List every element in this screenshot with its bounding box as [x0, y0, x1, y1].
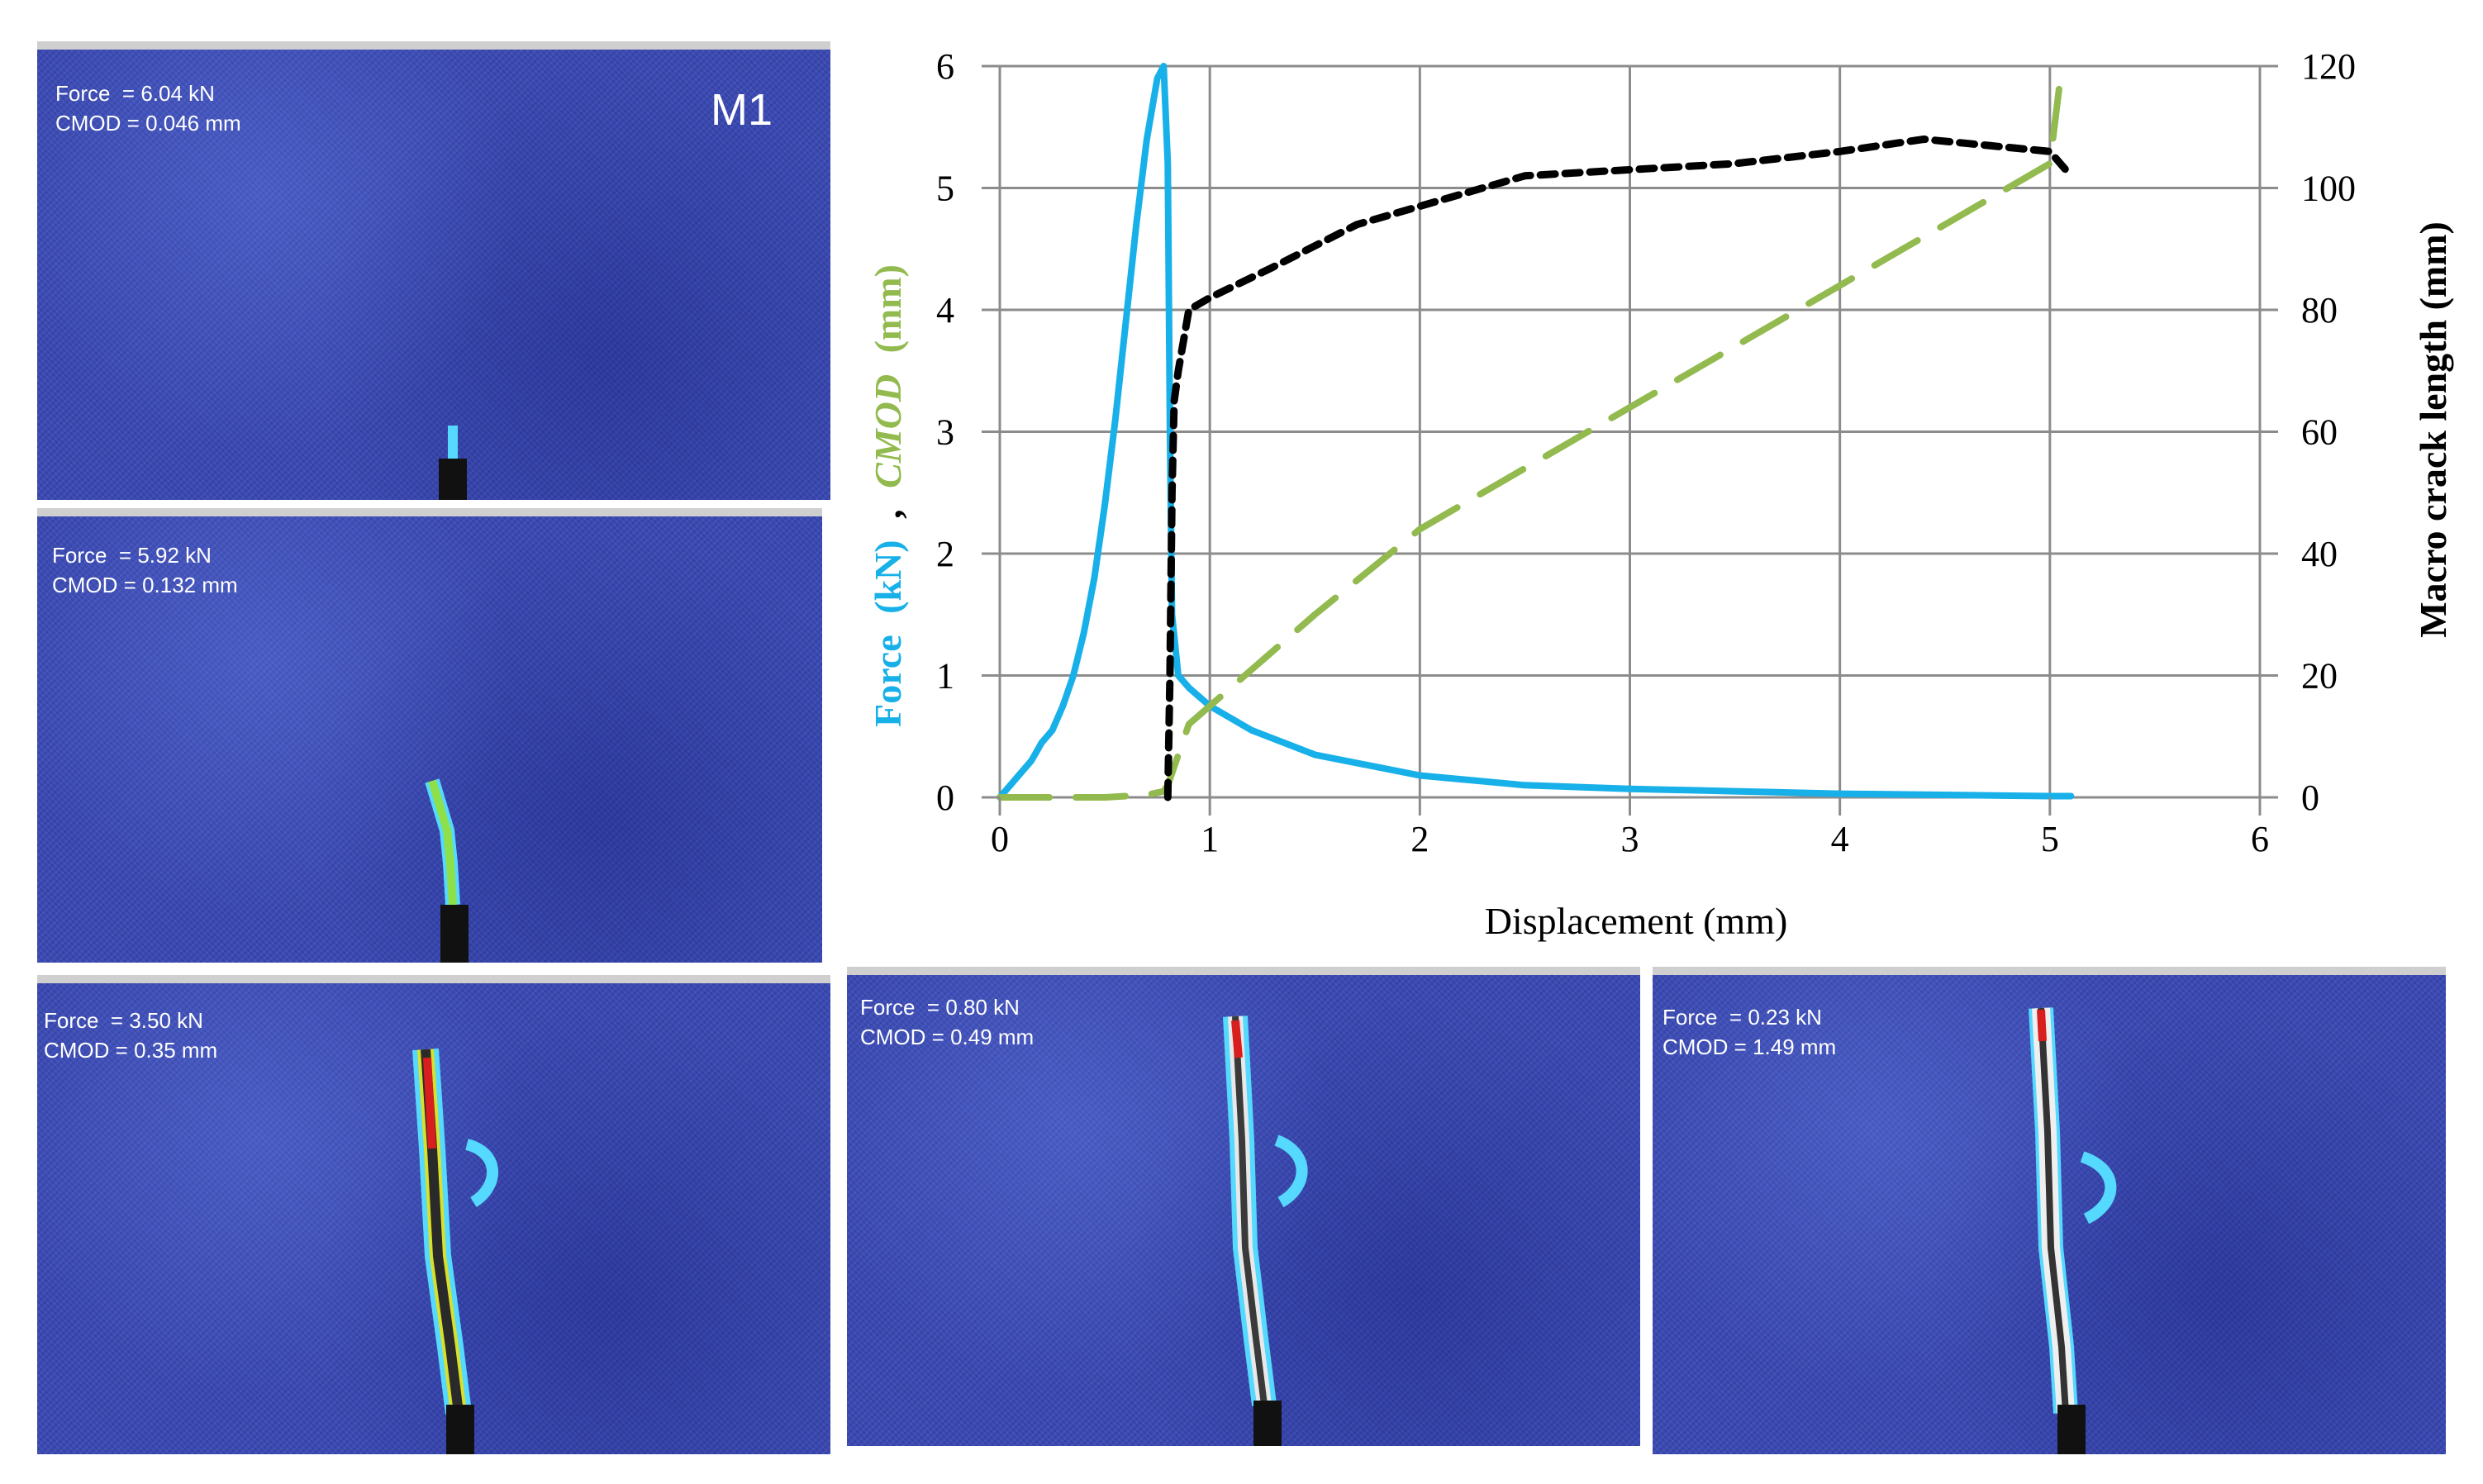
y-left-tick-label: 2 [936, 534, 954, 574]
series-force [997, 63, 2075, 801]
dic-panel-5: Force = 0.23 kN CMOD = 1.49 mm [1653, 967, 2446, 1454]
y-right-tick-label: 100 [2301, 169, 2356, 209]
y-left-tick-label: 1 [936, 656, 954, 697]
y-right-tick-label: 40 [2301, 534, 2338, 574]
y-left-cmod-label: CMOD [867, 374, 909, 488]
cmod-readout: CMOD = 1.49 mm [1662, 1035, 1837, 1059]
series-cmod [997, 74, 2064, 801]
crack-overlay [1223, 1015, 1308, 1446]
y-right-tick-label: 0 [2301, 778, 2319, 818]
cmod-readout: CMOD = 0.046 mm [55, 111, 241, 136]
dic-panel-3: Force = 3.50 kN CMOD = 0.35 mm [37, 975, 830, 1454]
y-right-tick-label: 80 [2301, 290, 2338, 331]
y-left-tick-label: 3 [936, 412, 954, 453]
force-readout: Force = 5.92 kN [52, 543, 212, 568]
dic-panel-4: Force = 0.80 kN CMOD = 0.49 mm [847, 967, 1640, 1446]
y-left-force-label: Force [867, 635, 909, 727]
y-left-tick-label: 4 [936, 290, 954, 331]
cmod-readout: CMOD = 0.132 mm [52, 573, 238, 597]
specimen-tag: M1 [711, 85, 773, 135]
y-right-axis-title: Macro crack length (mm) [2412, 221, 2454, 638]
crack-overlay [2029, 1007, 2117, 1454]
y-right-tick-label: 20 [2301, 656, 2338, 697]
y-left-axis-title: Force (kN) , CMOD (mm) [867, 264, 909, 727]
y-left-separator: , [867, 509, 909, 519]
y-left-cmod-unit: (mm) [867, 264, 909, 353]
crack-overlay [425, 778, 469, 963]
dic-panel-1: Force = 6.04 kN CMOD = 0.046 mm M1 [37, 41, 830, 500]
x-tick-label: 6 [2251, 819, 2269, 859]
cmod-readout: CMOD = 0.35 mm [44, 1038, 218, 1063]
x-tick-label: 1 [1201, 819, 1219, 859]
dic-panel-2: Force = 5.92 kN CMOD = 0.132 mm [37, 508, 822, 963]
x-tick-label: 4 [1831, 819, 1849, 859]
y-left-tick-label: 6 [936, 46, 954, 87]
crack-overlay [439, 426, 467, 500]
x-axis-title: Displacement (mm) [1485, 900, 1788, 942]
y-left-force-unit: (kN) [867, 540, 909, 613]
force-readout: Force = 0.23 kN [1662, 1005, 1822, 1030]
x-tick-label: 0 [991, 819, 1009, 859]
cmod-readout: CMOD = 0.49 mm [860, 1025, 1035, 1049]
force-readout: Force = 6.04 kN [55, 81, 215, 106]
x-tick-label: 5 [2041, 819, 2059, 859]
y-right-tick-label: 120 [2301, 46, 2356, 87]
x-tick-label: 2 [1410, 819, 1429, 859]
series-macro-crack-length [1163, 136, 2075, 801]
crack-overlay [412, 1048, 499, 1454]
y-left-tick-label: 0 [936, 778, 954, 818]
y-left-tick-label: 5 [936, 169, 954, 209]
force-readout: Force = 3.50 kN [44, 1008, 203, 1033]
force-readout: Force = 0.80 kN [860, 995, 1020, 1020]
y-right-tick-label: 60 [2301, 412, 2338, 453]
series [997, 63, 2075, 801]
x-tick-label: 3 [1621, 819, 1639, 859]
